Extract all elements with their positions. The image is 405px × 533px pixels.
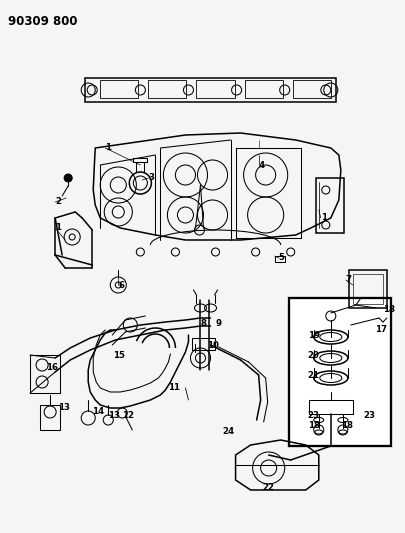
Text: 18: 18 [382, 305, 394, 314]
Text: 13: 13 [58, 403, 70, 413]
Text: 5: 5 [278, 254, 284, 262]
Bar [244, 80, 282, 98]
Text: 9: 9 [215, 319, 221, 327]
Text: 20: 20 [307, 351, 319, 359]
Bar [196, 80, 234, 98]
Bar [100, 80, 138, 98]
Bar [192, 338, 214, 350]
Text: 7: 7 [345, 276, 351, 285]
Text: 2: 2 [55, 198, 61, 206]
Text: 15: 15 [113, 351, 125, 359]
Text: 1: 1 [105, 143, 111, 152]
Circle shape [64, 174, 72, 182]
Text: 13: 13 [108, 410, 120, 419]
Text: 19: 19 [307, 330, 319, 340]
Bar [288, 298, 390, 446]
Bar [30, 355, 60, 393]
Text: 1: 1 [320, 214, 326, 222]
Text: 8: 8 [200, 319, 206, 327]
Bar [315, 178, 343, 233]
Text: 11: 11 [168, 384, 180, 392]
Text: 21: 21 [307, 370, 319, 379]
Text: 6: 6 [118, 280, 124, 289]
Bar [308, 400, 352, 414]
Bar [40, 405, 60, 430]
Text: 4: 4 [258, 160, 264, 169]
Bar [352, 274, 382, 304]
Bar [85, 78, 335, 102]
Bar [274, 256, 284, 262]
Text: 10: 10 [207, 341, 219, 350]
Text: 18: 18 [307, 421, 319, 430]
Text: 18: 18 [340, 421, 352, 430]
Text: 23: 23 [307, 410, 319, 419]
Text: 23: 23 [362, 410, 374, 419]
Text: 22: 22 [262, 483, 274, 492]
Bar [148, 80, 186, 98]
Text: 16: 16 [46, 364, 58, 373]
Text: 14: 14 [92, 408, 104, 416]
Bar [292, 80, 330, 98]
Text: 3: 3 [148, 174, 154, 182]
Text: 24: 24 [222, 427, 234, 437]
Text: 1: 1 [55, 223, 61, 232]
Bar [348, 270, 386, 308]
Text: 12: 12 [122, 410, 134, 419]
Text: 17: 17 [374, 326, 386, 335]
Text: 90309 800: 90309 800 [8, 15, 77, 28]
